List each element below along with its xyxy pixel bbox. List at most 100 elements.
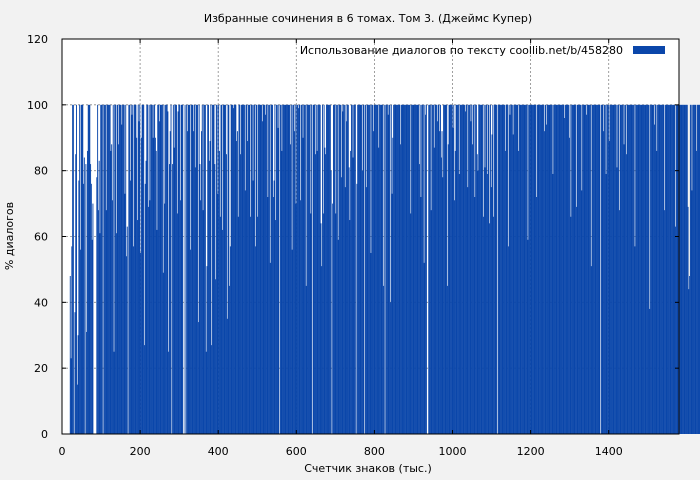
bar <box>615 104 617 434</box>
bar <box>657 104 659 434</box>
bar <box>69 276 71 434</box>
bar <box>636 104 637 434</box>
bar <box>528 104 530 434</box>
bar <box>612 104 614 434</box>
bar <box>239 104 241 434</box>
bar <box>336 104 338 434</box>
bar <box>685 104 687 434</box>
x-tick-label: 400 <box>208 445 229 458</box>
bar <box>477 170 479 435</box>
bar <box>277 127 279 435</box>
bar <box>300 200 302 434</box>
bar <box>500 104 502 434</box>
bar <box>358 104 360 434</box>
bar <box>585 104 587 434</box>
bar <box>400 104 402 434</box>
bar <box>395 104 397 434</box>
bar <box>525 104 527 434</box>
bar <box>665 104 667 434</box>
bar <box>157 104 159 434</box>
bar <box>363 104 365 434</box>
bar <box>572 104 573 434</box>
bar <box>373 104 375 434</box>
bar <box>603 131 605 435</box>
bar <box>103 104 105 434</box>
bar <box>458 173 460 434</box>
bar <box>128 104 130 434</box>
y-tick-label: 40 <box>34 296 48 309</box>
bar <box>98 160 100 435</box>
bar <box>264 104 266 434</box>
bar <box>486 173 488 434</box>
bar <box>152 137 154 434</box>
bar <box>601 104 603 434</box>
bar <box>692 104 694 434</box>
bar <box>285 104 287 434</box>
bar <box>165 104 167 434</box>
bar <box>272 104 274 434</box>
bar <box>582 104 584 434</box>
bar <box>302 137 304 434</box>
bar <box>374 104 376 434</box>
bar <box>545 104 547 434</box>
bar <box>556 104 558 434</box>
bar <box>686 104 688 434</box>
bar <box>86 331 88 434</box>
bar <box>406 104 408 434</box>
bar <box>689 104 691 434</box>
bar <box>407 104 409 434</box>
bar <box>312 104 314 434</box>
bar <box>504 150 506 435</box>
bar <box>607 104 609 434</box>
bar <box>424 104 426 434</box>
bar <box>608 141 610 435</box>
bar <box>644 104 646 434</box>
bar <box>108 104 110 434</box>
bar <box>666 104 668 434</box>
bar <box>304 104 306 434</box>
bar <box>474 197 476 434</box>
bar <box>535 104 537 434</box>
bar <box>170 104 172 434</box>
bar <box>440 157 442 434</box>
bar <box>517 104 519 434</box>
bar <box>199 164 201 434</box>
x-tick-label: 800 <box>364 445 385 458</box>
bar <box>653 104 655 434</box>
bar <box>532 104 534 434</box>
bar <box>375 104 377 434</box>
bar <box>261 104 263 434</box>
bar <box>267 197 269 434</box>
bar <box>696 104 698 434</box>
bar <box>265 104 267 434</box>
bar <box>133 104 135 434</box>
bar <box>431 104 433 434</box>
bar <box>193 131 195 435</box>
bar <box>595 104 597 434</box>
bar <box>670 104 672 434</box>
bar <box>144 183 146 434</box>
bar <box>498 104 500 434</box>
bar <box>105 210 107 434</box>
bar <box>177 111 179 435</box>
bar <box>421 104 423 434</box>
bar <box>689 276 691 434</box>
y-axis-title: % диалогов <box>3 202 16 270</box>
bar <box>593 104 595 434</box>
bar <box>210 104 212 434</box>
bar <box>469 104 471 434</box>
bar <box>659 104 661 434</box>
bar <box>652 104 654 434</box>
bar <box>247 104 249 434</box>
bar <box>202 210 204 434</box>
bar <box>387 114 389 435</box>
bar <box>309 104 311 434</box>
bar <box>86 150 88 435</box>
bar <box>223 104 225 434</box>
bar <box>600 104 602 434</box>
bar <box>217 193 219 434</box>
bar <box>323 104 325 434</box>
bar <box>78 180 80 434</box>
bar <box>448 104 450 434</box>
bar <box>604 104 605 434</box>
